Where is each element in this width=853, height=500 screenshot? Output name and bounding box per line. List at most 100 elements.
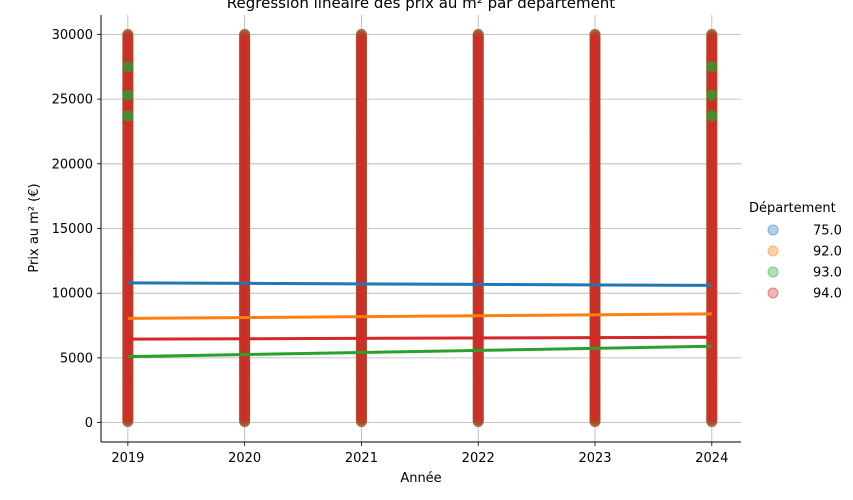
- scatter-point: [122, 40, 134, 52]
- scatter-point: [122, 289, 134, 301]
- scatter-point: [122, 345, 134, 357]
- scatter-point: [122, 142, 134, 154]
- scatter-point: [122, 300, 134, 312]
- scatter-point: [122, 262, 134, 274]
- scatter-point: [122, 131, 134, 143]
- scatter-column-94.0: [239, 28, 251, 428]
- scatter-point: [122, 244, 134, 256]
- scatter-point: [122, 35, 134, 47]
- scatter-point: [122, 203, 134, 215]
- scatter-point: [122, 256, 134, 268]
- scatter-point: [122, 248, 134, 260]
- scatter-point: [122, 246, 134, 258]
- scatter-point: [122, 224, 134, 236]
- scatter-point: [122, 164, 134, 176]
- scatter-point: [122, 267, 134, 279]
- scatter-point: [122, 70, 134, 82]
- scatter-point: [122, 36, 134, 48]
- scatter-point: [122, 270, 134, 282]
- scatter-point: [122, 198, 134, 210]
- scatter-point: [122, 51, 134, 63]
- scatter-point: [122, 139, 134, 151]
- scatter-point: [122, 134, 134, 146]
- scatter-point: [122, 160, 134, 172]
- scatter-point: [122, 260, 134, 272]
- scatter-point: [122, 217, 134, 229]
- scatter-point: [122, 304, 134, 316]
- scatter-point: [122, 30, 134, 42]
- scatter-point: [122, 171, 134, 183]
- scatter-column-94.0: [355, 28, 367, 428]
- scatter-point: [122, 208, 134, 220]
- scatter-point: [122, 166, 134, 178]
- scatter-point: [122, 33, 134, 45]
- scatter-point: [122, 48, 134, 60]
- scatter-point: [122, 102, 134, 114]
- scatter-point: [122, 328, 134, 340]
- scatter-point: [122, 398, 134, 410]
- scatter-point: [122, 152, 134, 164]
- scatter-point: [122, 184, 134, 196]
- scatter-point: [122, 182, 134, 194]
- scatter-point: [122, 214, 134, 226]
- scatter-point: [122, 249, 134, 261]
- scatter-point: [122, 241, 134, 253]
- scatter-point: [122, 380, 134, 392]
- scatter-point: [355, 416, 367, 428]
- scatter-point: [122, 68, 134, 80]
- scatter-point: [122, 68, 134, 80]
- scatter-point: [122, 238, 134, 250]
- scatter-point: [122, 168, 134, 180]
- scatter-point: [122, 283, 134, 295]
- scatter-point: [122, 227, 134, 239]
- scatter-point: [122, 416, 134, 428]
- scatter-point: [122, 284, 134, 296]
- scatter-point: [122, 240, 134, 252]
- scatter-point: [122, 128, 134, 140]
- scatter-point: [472, 416, 484, 428]
- scatter-point: [122, 144, 134, 156]
- scatter-point: [122, 400, 134, 412]
- scatter-point: [122, 200, 134, 212]
- scatter-point: [122, 384, 134, 396]
- scatter-point: [122, 403, 134, 415]
- scatter-point: [122, 379, 134, 391]
- scatter-point: [122, 35, 134, 47]
- scatter-point: [122, 97, 134, 109]
- scatter-point: [122, 376, 134, 388]
- scatter-point: [122, 176, 134, 188]
- scatter-point: [122, 121, 134, 133]
- scatter-point: [122, 318, 134, 330]
- scatter-point: [122, 219, 134, 231]
- scatter-point: [122, 102, 134, 114]
- scatter-point: [122, 46, 134, 58]
- scatter-point: [122, 371, 134, 383]
- scatter-point: [122, 356, 134, 368]
- scatter-point: [122, 369, 134, 381]
- scatter-point: [122, 52, 134, 64]
- scatter-point: [122, 259, 134, 271]
- scatter-point: [122, 313, 134, 325]
- scatter-point: [122, 118, 134, 130]
- scatter-point: [122, 214, 134, 226]
- scatter-point: [122, 188, 134, 200]
- scatter-point: [122, 153, 134, 165]
- scatter-point: [122, 235, 134, 247]
- scatter-point: [122, 198, 134, 210]
- scatter-point: [122, 404, 134, 416]
- scatter-point: [122, 187, 134, 199]
- scatter-point: [122, 192, 134, 204]
- scatter-point: [122, 284, 134, 296]
- scatter-point: [122, 137, 134, 149]
- scatter-point: [122, 296, 134, 308]
- scatter-point: [122, 236, 134, 248]
- scatter-point: [122, 291, 134, 303]
- scatter-point: [122, 100, 134, 112]
- scatter-point: [122, 172, 134, 184]
- scatter-point: [122, 276, 134, 288]
- scatter-point: [122, 302, 134, 314]
- scatter-point: [122, 49, 134, 61]
- scatter-point: [122, 99, 134, 111]
- scatter-point: [122, 276, 134, 288]
- scatter-point: [122, 134, 134, 146]
